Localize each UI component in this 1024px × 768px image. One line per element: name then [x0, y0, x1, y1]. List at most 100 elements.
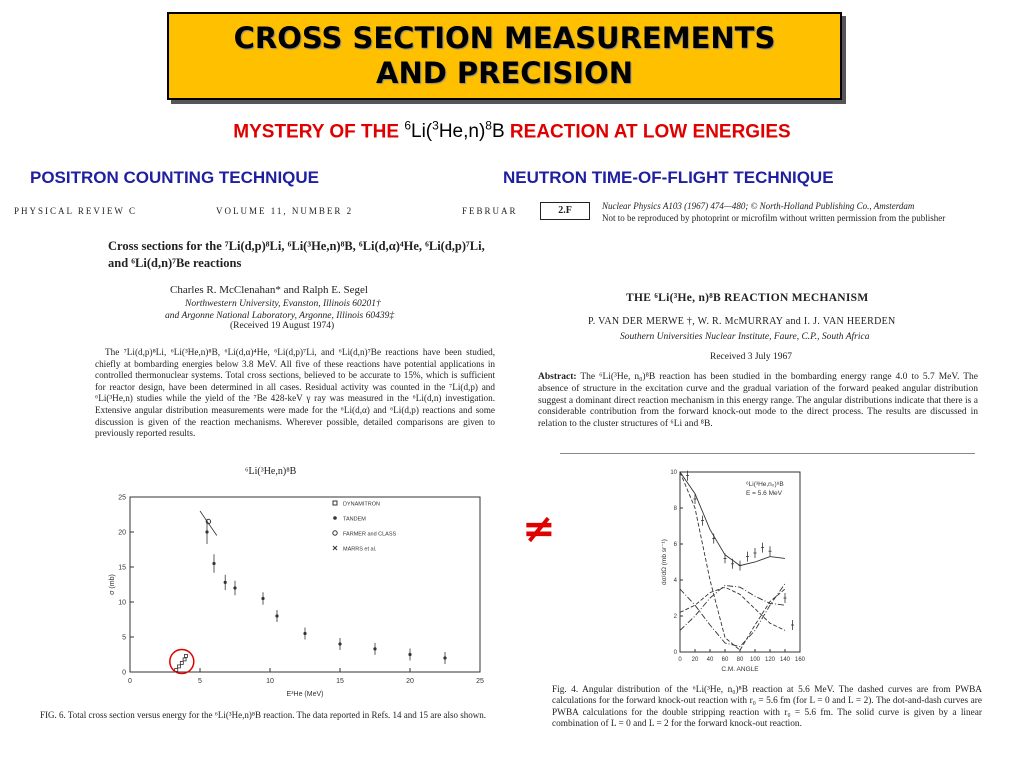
data-point — [261, 596, 265, 601]
figure-title: ⁶Li(³He,n)⁸B — [245, 466, 297, 477]
x-tick-label: 20 — [406, 678, 414, 685]
x-tick-label: 140 — [780, 657, 791, 663]
x-tick-label: 25 — [476, 678, 484, 685]
data-point — [233, 586, 237, 590]
x-tick-label: 80 — [737, 657, 744, 663]
plot-frame — [129, 496, 481, 673]
received-date: (Received 19 August 1974) — [230, 321, 335, 331]
journal-volume: VOLUME 11, NUMBER 2 — [216, 206, 354, 216]
paper-abstract: The ⁷Li(d,p)⁸Li, ⁶Li(³He,n)⁸B, ⁶Li(d,α)⁴… — [95, 347, 495, 439]
legend-marker — [332, 545, 338, 551]
abstract-text: The ⁶Li(³He, n₀)⁸B reaction has been stu… — [538, 372, 978, 430]
x-tick-label: 0 — [128, 678, 132, 685]
affiliation-line-2: and Argonne National Laboratory, Argonne… — [165, 311, 395, 321]
x-tick-label: 60 — [722, 657, 729, 663]
x-tick-label: 15 — [336, 678, 344, 685]
reaction-part-f: B — [491, 121, 505, 143]
x-tick-label: 100 — [750, 657, 761, 663]
subtitle-prefix: MYSTERY OF THE — [233, 121, 405, 143]
data-point — [408, 652, 412, 657]
legend-label: MARRS et al. — [343, 547, 377, 553]
data-point — [212, 561, 216, 566]
y-tick-label: 8 — [674, 506, 678, 512]
paper-title: THE ⁶Li(³He, n)⁸B REACTION MECHANISM — [626, 292, 869, 304]
x-tick-label: 20 — [692, 657, 699, 663]
journal-name: PHYSICAL REVIEW C — [14, 206, 138, 216]
x-axis-label: E³He (MeV) — [287, 691, 324, 698]
reaction-part-d: He,n) — [438, 121, 486, 143]
y-tick-label: 10 — [670, 470, 677, 476]
dashed-curve-l2 — [679, 586, 786, 631]
x-tick-label: 10 — [266, 678, 274, 685]
y-tick-label: 25 — [118, 495, 126, 502]
paper-title: Cross sections for the ⁷Li(d,p)⁸Li, ⁶Li(… — [108, 239, 485, 270]
x-axis-label: C.M. ANGLE — [721, 666, 759, 673]
legend-label: DYNAMITRON — [343, 502, 380, 508]
title-box: CROSS SECTION MEASUREMENTS AND PRECISION — [167, 12, 842, 100]
y-tick-label: 0 — [122, 670, 126, 677]
journal-header: Nuclear Physics A103 (1967) 474—480; © N… — [602, 200, 1012, 224]
data-point — [373, 647, 377, 651]
data-point — [338, 642, 342, 646]
technique-right: NEUTRON TIME-OF-FLIGHT TECHNIQUE — [503, 168, 834, 187]
figure-caption: FIG. 6. Total cross section versus energ… — [40, 710, 486, 720]
section-box-label: 2.F — [540, 202, 590, 220]
dotdash-curve-1 — [679, 583, 786, 648]
data-point — [275, 614, 279, 618]
divider — [560, 453, 975, 454]
x-tick-label: 5 — [198, 678, 202, 685]
chart-title: ⁶Li(³He,n₀)⁸B — [746, 481, 784, 488]
received-date: Received 3 July 1967 — [710, 352, 793, 362]
angular-distribution-chart: 0 20 40 60 80 100 120 140 160 0 2 4 6 8 10 C.M. ANGLE dσ… — [661, 470, 806, 673]
title-line-2: AND PRECISION — [376, 56, 633, 90]
y-tick-label: 2 — [674, 614, 678, 620]
chart-subtitle: E = 5.6 MeV — [746, 490, 783, 497]
y-tick-label: 6 — [674, 542, 678, 548]
dashed-curve-l0 — [679, 471, 786, 651]
data-point — [205, 530, 209, 534]
x-tick-label: 40 — [707, 657, 714, 663]
data-point — [223, 580, 227, 584]
legend-marker — [333, 516, 337, 520]
y-tick-label: 10 — [118, 600, 126, 607]
subtitle: MYSTERY OF THE 6Li(3He,n)8B REACTION AT … — [0, 119, 1024, 143]
legend-marker — [332, 530, 338, 536]
technique-left: POSITRON COUNTING TECHNIQUE — [30, 168, 320, 187]
y-axis-label: σ (mb) — [109, 574, 116, 595]
title-line-1: CROSS SECTION MEASUREMENTS — [233, 21, 776, 55]
x-tick-label: 160 — [795, 657, 806, 663]
legend-label: FARMER and CLASS — [343, 532, 397, 538]
left-paper: PHYSICAL REVIEW C VOLUME 11, NUMBER 2 FE… — [10, 204, 520, 754]
reaction-sup-a: 6 — [404, 119, 411, 133]
y-tick-label: 0 — [674, 650, 678, 656]
subtitle-suffix: REACTION AT LOW ENERGIES — [504, 121, 791, 143]
data-point — [177, 664, 181, 669]
right-paper: 2.F Nuclear Physics A103 (1967) 474—480;… — [530, 194, 1024, 764]
reaction-sup-c: 3 — [432, 119, 439, 133]
data-point — [179, 660, 184, 665]
affiliation-line-1: Northwestern University, Evanston, Illin… — [185, 299, 381, 309]
y-tick-label: 4 — [674, 578, 678, 584]
y-tick-label: 20 — [118, 530, 126, 537]
legend-marker — [332, 500, 338, 506]
legend-label: TANDEM — [343, 517, 366, 523]
x-tick-label: 0 — [678, 657, 682, 663]
paper-affiliation: Southern Universities Nuclear Institute,… — [620, 332, 870, 342]
paper-authors: Charles R. McClenahan* and Ralph E. Sege… — [170, 284, 368, 296]
data-point — [303, 631, 307, 636]
paper-authors: P. VAN DER MERWE †, W. R. McMURRAY and I… — [588, 316, 896, 327]
journal-line-1: Nuclear Physics A103 (1967) 474—480; © N… — [602, 201, 915, 211]
paper-affiliation: Northwestern University, Evanston, Illin… — [165, 298, 465, 322]
fit-segment — [199, 510, 218, 536]
highlight-circle — [169, 648, 195, 675]
subtitle-reaction: 6Li(3He,n)8B — [404, 119, 505, 143]
data-point — [182, 657, 187, 662]
figure-caption: Fig. 4. Angular distribution of the ⁶Li(… — [552, 685, 982, 730]
data-point — [184, 653, 188, 658]
y-tick-label: 5 — [122, 635, 126, 642]
data-point — [443, 656, 447, 660]
journal-date: FEBRUAR — [462, 206, 518, 216]
dotdash-curve-2 — [679, 584, 786, 631]
y-tick-label: 15 — [118, 565, 126, 572]
abstract-label: Abstract: — [538, 372, 577, 382]
